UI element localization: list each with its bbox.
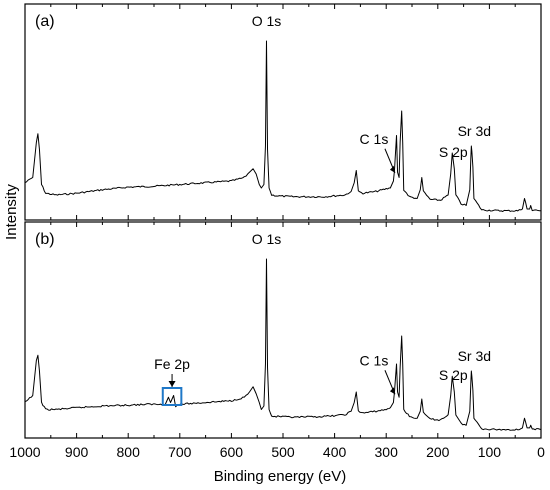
peak-label: S 2p	[439, 367, 468, 383]
x-tick-label: 200	[426, 444, 450, 460]
x-tick-label: 500	[271, 444, 295, 460]
spectrum-line	[24, 40, 542, 212]
peak-annotation: O 1s	[252, 231, 282, 247]
peak-label: O 1s	[252, 231, 282, 247]
peak-annotation: Fe 2p	[154, 356, 190, 406]
panels: (a) O 1s C 1s S 2p Sr 3d (b) Fe 2p O 1s C 1s S 2p…	[24, 3, 542, 439]
peak-label: C 1s	[360, 352, 389, 368]
peak-label: Sr 3d	[458, 348, 491, 364]
arrow-head	[168, 381, 176, 387]
peak-label: Sr 3d	[458, 123, 491, 139]
x-tick-label: 700	[168, 444, 192, 460]
peak-annotation: S 2p	[439, 144, 468, 160]
panel-0: (a) O 1s C 1s S 2p Sr 3d	[24, 3, 542, 221]
panel-1: (b) Fe 2p O 1s C 1s S 2p Sr 3d	[24, 221, 542, 439]
peak-annotation: Sr 3d	[458, 123, 491, 139]
x-axis-label: Binding energy (eV)	[214, 468, 347, 485]
x-tick-label: 400	[323, 444, 347, 460]
x-tick-label: 800	[117, 444, 141, 460]
peak-label: S 2p	[439, 144, 468, 160]
x-tick-label: 600	[220, 444, 244, 460]
arrow-head	[389, 165, 395, 173]
peak-annotation: C 1s	[360, 131, 396, 173]
peak-annotation: O 1s	[252, 13, 282, 29]
arrow-head	[389, 387, 395, 395]
peak-label: C 1s	[360, 131, 389, 147]
peak-annotation: C 1s	[360, 352, 396, 395]
spectrum-line	[24, 258, 542, 431]
peak-label: Fe 2p	[154, 356, 190, 372]
panel-label: (a)	[35, 13, 55, 30]
x-tick-label: 1000	[9, 444, 40, 460]
x-tick-label: 100	[478, 444, 502, 460]
x-tick-label: 300	[375, 444, 399, 460]
x-tick-label: 0	[537, 444, 545, 460]
highlight-box	[161, 387, 183, 406]
panel-frame	[24, 3, 542, 221]
y-axis-label: Intensity	[3, 184, 20, 240]
peak-annotation: Sr 3d	[458, 348, 491, 364]
panel-label: (b)	[35, 231, 55, 248]
peak-label: O 1s	[252, 13, 282, 29]
peak-annotation: S 2p	[439, 367, 468, 383]
x-axis: 1000 900 800 700 600 500 400 300 200 100 0	[9, 444, 545, 460]
x-tick-label: 900	[65, 444, 89, 460]
